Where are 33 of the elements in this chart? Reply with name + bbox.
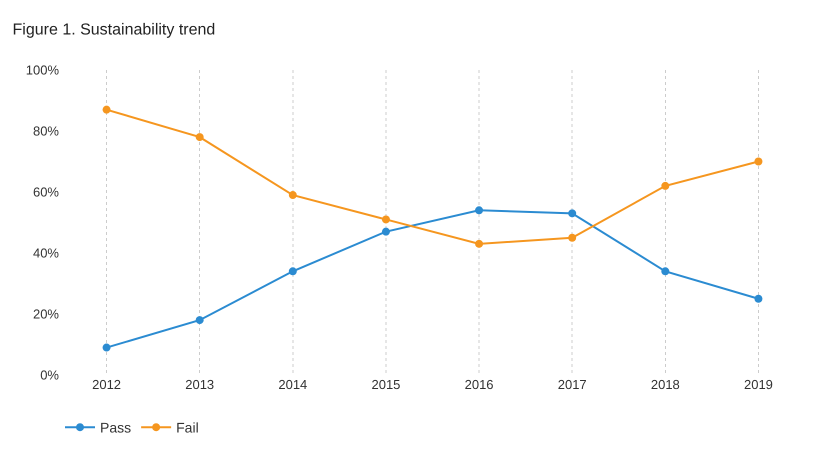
y-tick-label: 20%: [32, 306, 60, 322]
x-tick-label: 2017: [558, 377, 587, 392]
point: [102, 344, 111, 352]
chart-title: Figure 1. Sustainability trend: [12, 21, 216, 38]
point: [102, 106, 111, 114]
point: [288, 191, 297, 200]
point: [475, 240, 484, 248]
y-tick-label: 0%: [40, 368, 60, 383]
legend-label: Fail: [176, 420, 199, 436]
point: [568, 209, 576, 218]
x-tick-label: 2013: [185, 377, 214, 392]
x-tick-label: 2015: [371, 377, 400, 392]
y-tick-label: 100%: [26, 62, 60, 78]
point: [475, 206, 484, 214]
y-tick-label: 40%: [32, 246, 60, 261]
x-tick-label: 2016: [464, 377, 494, 392]
point: [568, 234, 576, 242]
legend-label: Pass: [100, 420, 132, 436]
point: [754, 158, 762, 166]
point: [196, 133, 204, 142]
point: [661, 267, 670, 276]
point: [382, 228, 390, 236]
x-tick-label: 2018: [650, 377, 680, 392]
x-tick-label: 2014: [278, 377, 308, 392]
point: [196, 316, 204, 324]
y-tick-label: 80%: [32, 124, 60, 139]
point: [754, 294, 762, 303]
point: [288, 267, 297, 276]
y-tick-label: 60%: [32, 184, 60, 200]
point: [382, 215, 390, 224]
x-tick-label: 2012: [92, 377, 122, 392]
point: [661, 182, 670, 190]
x-tick-label: 2019: [744, 377, 773, 392]
